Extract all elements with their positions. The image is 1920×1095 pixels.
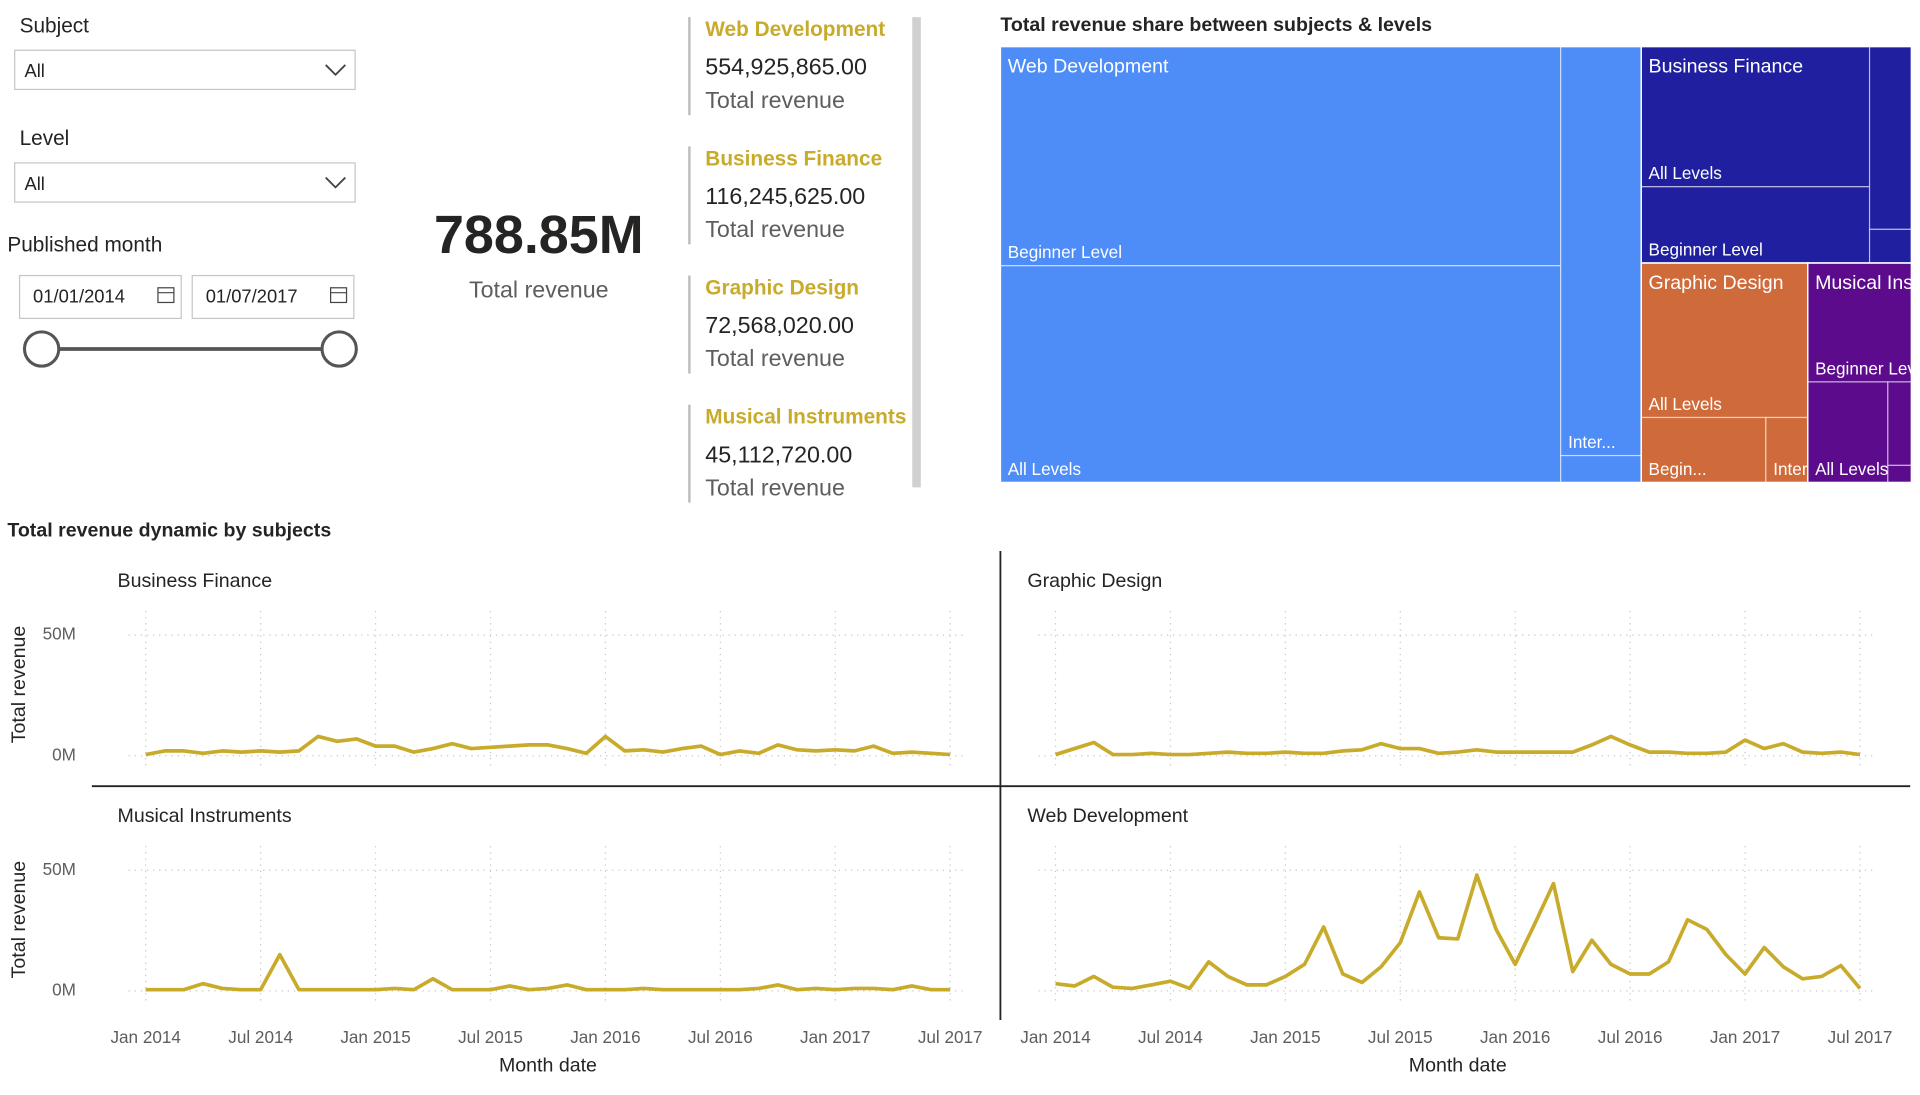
treemap-cell-label: All Levels — [1008, 459, 1081, 479]
end-date[interactable]: 01/07/2017 — [191, 274, 355, 320]
treemap-cell — [999, 265, 1562, 484]
treemap-cell — [1560, 45, 1642, 457]
treemap-cell-label: Begin... — [1649, 459, 1707, 479]
dropdown-value: All — [24, 60, 44, 81]
calendar-icon — [157, 287, 175, 304]
treemap-cell — [999, 45, 1562, 267]
level-dropdown[interactable]: All — [14, 162, 356, 203]
treemap-cell-label: Beginner Level — [1649, 239, 1763, 259]
y-tick-label: 50M — [43, 859, 76, 879]
y-axis-title: Total revenue — [8, 861, 30, 979]
x-tick-label: Jan 2015 — [1250, 1027, 1320, 1047]
chevron — [325, 64, 346, 77]
slider-handle[interactable] — [320, 330, 358, 368]
treemap-group — [1807, 262, 1913, 484]
slicer-label: Level — [20, 127, 70, 150]
x-tick-label: Jul 2016 — [1598, 1027, 1663, 1047]
treemap-cell — [1640, 186, 1871, 264]
date-box[interactable] — [191, 274, 355, 320]
dropdown-box[interactable] — [14, 49, 356, 91]
line — [1054, 734, 1861, 757]
slider-handle[interactable] — [22, 330, 61, 368]
x-tick-label: Jul 2017 — [1828, 1027, 1893, 1047]
kpi-label: Total revenue — [469, 277, 609, 303]
treemap-cell-label: Beginner Level — [1815, 358, 1920, 378]
treemap-cell — [1887, 464, 1913, 484]
card-label: Total revenue — [705, 216, 845, 242]
x-tick-label: Jul 2016 — [688, 1027, 753, 1047]
x-tick-label: Jul 2015 — [1368, 1027, 1433, 1047]
treemap-cell — [1887, 381, 1913, 466]
x-tick-label: Jan 2017 — [800, 1027, 870, 1047]
treemap-cell-label: All Levels — [1649, 394, 1722, 414]
kpi-value: 788.85M — [434, 205, 644, 265]
x-tick-label: Jul 2014 — [228, 1027, 293, 1047]
x-tick-label: Jul 2017 — [918, 1027, 983, 1047]
card-label: Total revenue — [705, 345, 845, 371]
date-value: 01/01/2014 — [33, 285, 125, 306]
date-value: 01/07/2017 — [206, 285, 298, 306]
card-label: Total revenue — [705, 474, 845, 500]
x-tick-label: Jan 2016 — [570, 1027, 640, 1047]
treemap-cell-label: All Levels — [1649, 163, 1722, 183]
card-title: Web Development — [705, 18, 885, 41]
x-axis-title: Month date — [499, 1055, 597, 1077]
treemap-group-label: Web Development — [1008, 56, 1169, 78]
panel-title: Business Finance — [118, 570, 273, 592]
panel-title: Graphic Design — [1027, 570, 1162, 592]
treemap-cell — [1868, 228, 1913, 264]
x-tick-label: Jan 2015 — [340, 1027, 410, 1047]
subject-dropdown[interactable]: All — [14, 49, 356, 91]
treemap-cell-label: Inter... — [1568, 432, 1616, 452]
x-axis-title: Month date — [1409, 1055, 1507, 1077]
y-tick-label: 0M — [52, 744, 76, 764]
calendar-icon — [330, 287, 348, 304]
date-box[interactable] — [18, 274, 182, 320]
treemap-cell-label: All Levels — [1815, 459, 1888, 479]
treemap-group-label: Graphic Design — [1649, 272, 1784, 294]
chart-title: Total revenue share between subjects & l… — [1000, 14, 1432, 36]
line — [145, 734, 951, 757]
start-date[interactable]: 01/01/2014 — [18, 274, 182, 320]
treemap-cell — [1807, 262, 1913, 383]
x-tick-label: Jan 2014 — [110, 1027, 181, 1047]
x-tick-label: Jan 2014 — [1020, 1027, 1091, 1047]
card-value: 45,112,720.00 — [705, 441, 852, 467]
x-tick-label: Jul 2014 — [1138, 1027, 1203, 1047]
card-value: 116,245,625.00 — [705, 183, 865, 209]
treemap-cell — [1560, 454, 1642, 484]
dropdown-value: All — [24, 173, 44, 194]
y-tick-label: 0M — [52, 979, 76, 999]
card-value: 72,568,020.00 — [705, 312, 854, 338]
chevron — [325, 176, 346, 189]
panel-title: Web Development — [1027, 805, 1188, 827]
card-title: Musical Instruments — [705, 406, 906, 429]
treemap-cell-label: Beginner Level — [1008, 242, 1122, 262]
panel-title: Musical Instruments — [118, 805, 292, 827]
treemap-cell — [1640, 45, 1871, 188]
treemap-cell — [1868, 45, 1913, 230]
card-label: Total revenue — [705, 87, 845, 113]
chart-title: Total revenue dynamic by subjects — [7, 520, 331, 542]
treemap-group-label: Musical Instruments — [1815, 272, 1920, 294]
card-value: 554,925,865.00 — [705, 54, 867, 80]
x-tick-label: Jan 2017 — [1710, 1027, 1780, 1047]
x-tick-label: Jan 2016 — [1480, 1027, 1550, 1047]
treemap-cell — [1640, 416, 1767, 484]
card-title: Graphic Design — [705, 277, 859, 300]
treemap-group-label: Business Finance — [1649, 56, 1804, 78]
line — [1055, 873, 1862, 991]
card-title: Business Finance — [705, 147, 882, 170]
treemap-cell — [1807, 381, 1889, 484]
x-tick-label: Jul 2015 — [458, 1027, 523, 1047]
y-axis-title: Total revenue — [8, 626, 30, 744]
slicer-label: Subject — [20, 14, 90, 37]
scrollbar[interactable] — [912, 17, 921, 488]
line — [145, 952, 951, 992]
slicer-label: Published month — [7, 234, 162, 257]
y-tick-label: 50M — [43, 624, 76, 644]
dropdown-box[interactable] — [14, 162, 356, 203]
